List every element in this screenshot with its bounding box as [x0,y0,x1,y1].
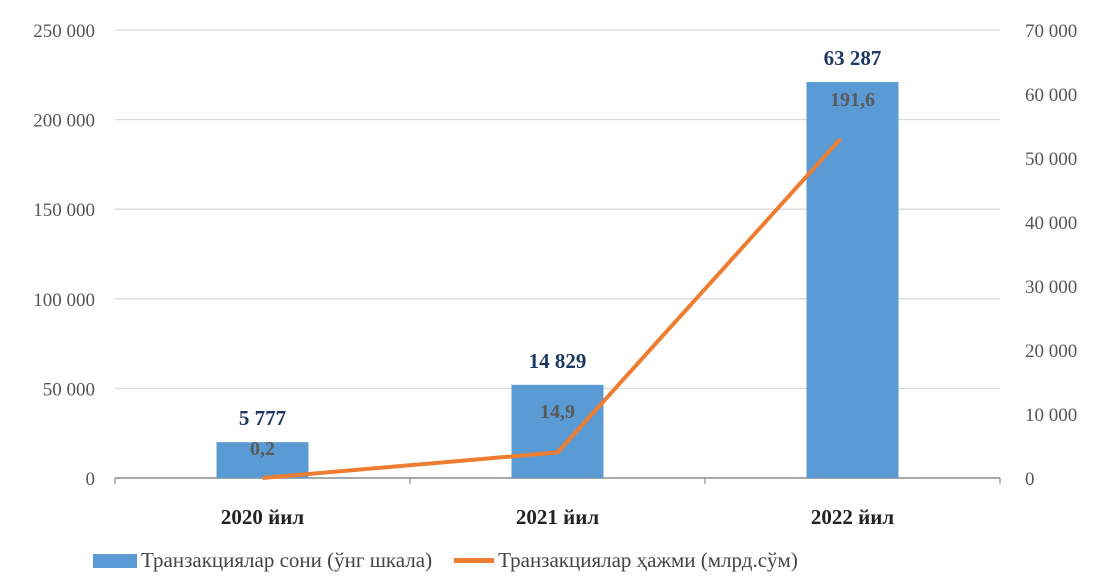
right-tick-label: 0 [1025,469,1035,490]
legend-label-line: Транзакциялар ҳажми (млрд.сўм) [498,548,798,572]
line-data-label: 14,9 [540,401,575,423]
right-tick-label: 10 000 [1025,405,1077,426]
line-data-label: 191,6 [830,89,875,111]
category-label: 2021 йил [516,505,599,529]
left-tick-label: 100 000 [33,290,95,311]
legend: Транзакциялар сони (ўнг шкала) Транзакци… [93,548,820,573]
legend-label-bar: Транзакциялар сони (ўнг шкала) [141,548,433,572]
right-tick-label: 40 000 [1025,213,1077,234]
bar-data-label: 5 777 [239,406,286,430]
right-tick-label: 30 000 [1025,277,1077,298]
bar [216,442,309,478]
legend-swatch-line [454,558,495,563]
left-tick-label: 250 000 [33,21,95,42]
legend-swatch-bar [93,553,137,568]
right-tick-label: 20 000 [1025,341,1077,362]
left-tick-label: 0 [86,469,96,490]
legend-item-bar: Транзакциялар сони (ўнг шкала) [93,548,432,573]
left-tick-label: 150 000 [33,200,95,221]
category-label: 2020 йил [221,505,304,529]
series-line [262,137,842,480]
bar [806,81,899,478]
line-data-label: 0,2 [250,438,275,460]
legend-item-line: Транзакциялар ҳажми (млрд.сўм) [454,548,798,573]
right-tick-label: 60 000 [1025,85,1077,106]
right-tick-label: 50 000 [1025,149,1077,170]
chart: 0 50 000 100 000 150 000 200 000 250 000 0 10 0… [33,21,1077,529]
bar [511,384,604,478]
right-tick-label: 70 000 [1025,21,1077,42]
left-tick-label: 200 000 [33,111,95,132]
bar-data-label: 63 287 [824,46,882,70]
left-tick-label: 50 000 [43,379,95,400]
bar-data-label: 14 829 [529,349,587,373]
category-label: 2022 йил [811,505,894,529]
